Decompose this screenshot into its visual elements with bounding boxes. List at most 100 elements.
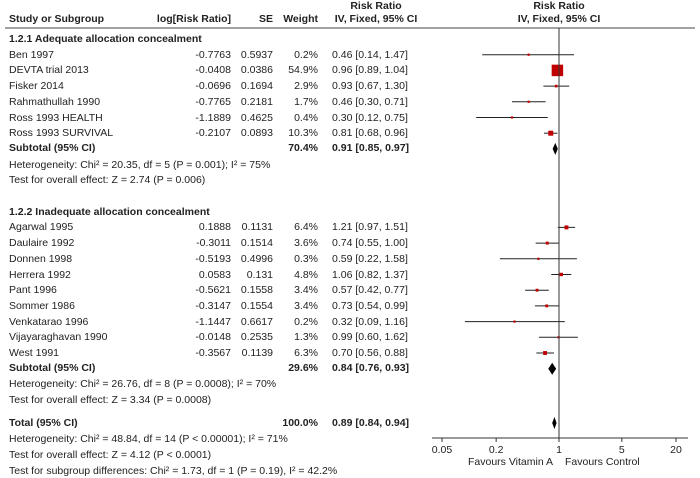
study-logrr: -0.3567 [195,347,231,359]
study-ci: 0.30 [0.12, 0.75] [332,111,408,124]
study-weight: 2.9% [294,80,318,93]
header-plot-ci: IV, Fixed, 95% CI [517,13,601,25]
study-ci: 0.70 [0.56, 0.88] [332,347,408,359]
study-se: 0.1131 [241,221,273,234]
study-square [513,320,516,323]
study-ci: 0.46 [0.14, 1.47] [332,48,408,61]
study-square [527,53,530,56]
study-logrr: -0.2107 [195,127,231,140]
header-ci: IV, Fixed, 95% CI [334,13,418,25]
study-se: 0.1554 [240,299,273,312]
subgroup-heterogeneity: Heterogeneity: Chi² = 26.76, df = 8 (P =… [9,378,277,391]
x-tick-label: 0.2 [489,444,504,456]
study-ci: 1.21 [0.97, 1.51] [332,221,408,234]
subtotal-weight: 70.4% [288,141,318,154]
study-weight: 1.7% [294,95,318,108]
study-weight: 10.3% [288,127,318,140]
study-se: 0.1139 [241,347,273,359]
study-name: Donnen 1998 [9,252,73,265]
study-square [545,304,549,308]
subtotal-ci: 0.91 [0.85, 0.97] [332,141,410,154]
study-ci: 0.96 [0.89, 1.04] [332,64,408,77]
study-weight: 0.3% [294,252,318,265]
study-ci: 0.73 [0.54, 0.99] [332,299,408,312]
study-logrr: -0.5193 [195,252,231,265]
study-name: Rahmathullah 1990 [9,95,101,108]
study-square [537,257,540,260]
study-logrr: -0.0408 [195,64,231,77]
study-weight: 3.6% [294,237,318,250]
study-se: 0.4625 [240,111,273,124]
study-logrr: -1.1447 [195,315,231,328]
study-se: 0.1514 [240,237,273,250]
x-tick-label: 1 [556,444,562,456]
study-name: Ben 1997 [9,48,54,61]
study-se: 0.131 [246,268,273,281]
study-ci: 0.59 [0.22, 1.58] [332,252,408,265]
study-weight: 6.4% [294,221,318,234]
study-logrr: -0.7763 [195,48,231,61]
study-name: Daulaire 1992 [9,237,75,250]
study-ci: 1.06 [0.82, 1.37] [332,268,408,281]
x-right-label: Favours Control [565,456,640,468]
study-name: Ross 1993 SURVIVAL [9,127,114,140]
subgroup-overall-effect: Test for overall effect: Z = 3.34 (P = 0… [9,394,212,407]
x-tick-label: 0.05 [432,444,453,456]
study-weight: 0.4% [294,111,318,124]
subgroup-title: 1.2.2 Inadequate allocation concealment [9,205,210,218]
subgroup-differences: Test for subgroup differences: Chi² = 1.… [9,465,338,477]
study-weight: 6.3% [294,347,318,359]
subgroup-overall-effect: Test for overall effect: Z = 2.74 (P = 0… [9,174,206,187]
study-weight: 3.4% [294,284,318,297]
x-tick-label: 20 [670,444,682,456]
study-weight: 54.9% [288,64,318,77]
study-se: 0.4996 [240,252,273,265]
study-se: 0.0893 [240,127,273,140]
study-ci: 0.57 [0.42, 0.77] [332,284,408,297]
study-se: 0.1694 [240,80,273,93]
study-square [559,272,563,277]
subgroup-title: 1.2.1 Adequate allocation concealment [9,33,202,45]
total-label: Total (95% CI) [9,417,78,429]
study-logrr: -0.7765 [195,95,231,108]
study-weight: 0.2% [294,48,318,61]
header-study: Study or Subgroup [9,13,105,25]
study-square [510,116,514,119]
study-square [564,225,569,230]
header-weight: Weight [283,13,318,25]
study-ci: 0.93 [0.67, 1.30] [332,80,408,93]
study-name: Vijayaraghavan 1990 [9,331,108,344]
study-se: 0.0386 [240,64,273,77]
total-weight: 100.0% [282,417,318,429]
subtotal-weight: 29.6% [288,361,318,374]
study-weight: 1.3% [294,331,318,344]
study-weight: 0.2% [294,315,318,328]
study-logrr: -0.0696 [195,80,231,93]
header-risk-ratio: Risk Ratio [350,0,402,12]
study-square [543,351,548,355]
study-name: Pant 1996 [9,284,57,297]
x-left-label: Favours Vitamin A [468,456,553,468]
study-ci: 0.46 [0.30, 0.71] [332,95,408,108]
study-name: West 1991 [9,347,60,359]
study-square [548,130,554,136]
study-logrr: -0.3147 [195,299,231,312]
x-tick-label: 5 [619,444,625,456]
study-square [554,84,558,88]
study-se: 0.1558 [240,284,273,297]
study-weight: 4.8% [294,268,318,281]
subtotal-ci: 0.84 [0.76, 0.93] [332,361,410,374]
total-heterogeneity: Heterogeneity: Chi² = 48.84, df = 14 (P … [9,433,288,445]
study-ci: 0.74 [0.55, 1.00] [332,237,408,250]
study-name: Ross 1993 HEALTH [9,111,103,124]
subtotal-label: Subtotal (95% CI) [9,361,96,374]
study-logrr: -0.5621 [195,284,231,297]
study-se: 0.2535 [240,331,273,344]
study-logrr: 0.1888 [198,221,231,234]
study-ci: 0.99 [0.60, 1.62] [332,331,408,344]
study-square [535,288,539,292]
study-logrr: -1.1889 [195,111,231,124]
study-se: 0.2181 [240,95,273,108]
study-ci: 0.32 [0.09, 1.16] [332,315,408,328]
